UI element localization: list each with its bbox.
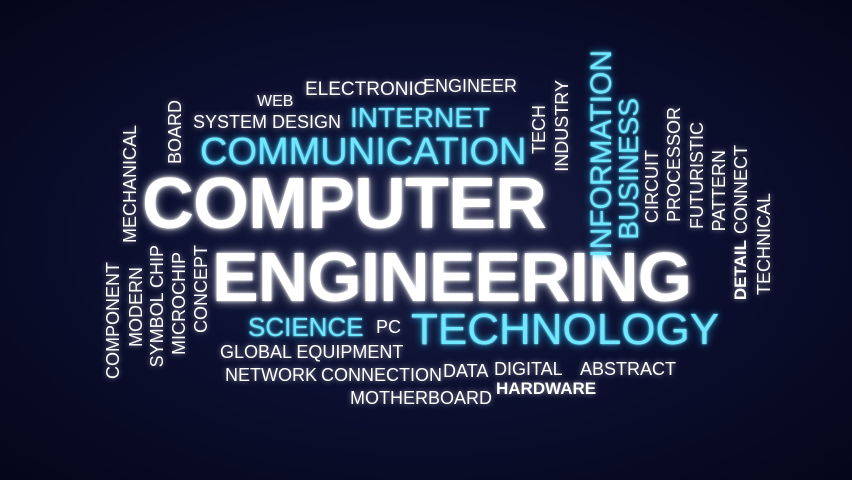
word-web: WEB xyxy=(257,93,294,110)
word-component: COMPONENT xyxy=(103,262,123,379)
word-tech: TECH xyxy=(529,105,549,154)
word-circuit: CIRCUIT xyxy=(642,150,662,223)
word-processor: PROCESSOR xyxy=(664,107,684,223)
word-technical: TECHNICAL xyxy=(754,193,774,296)
word-pattern: PATTERN xyxy=(709,150,729,232)
word-technology: TECHNOLOGY xyxy=(411,305,720,354)
word-engineering: ENGINEERING xyxy=(212,238,692,316)
word-digital: DIGITAL xyxy=(494,359,563,379)
word-board: BOARD xyxy=(165,100,185,165)
word-concept: CONCEPT xyxy=(191,245,211,334)
word-abstract: ABSTRACT xyxy=(580,359,677,379)
word-microchip: MICROCHIP xyxy=(169,252,189,355)
word-connect: CONNECT xyxy=(731,145,751,234)
word-communication: COMMUNICATION xyxy=(200,131,527,173)
word-electronic: ELECTRONIC xyxy=(305,79,428,100)
word-global-equipment: GLOBAL EQUIPMENT xyxy=(220,342,404,362)
word-motherboard: MOTHERBOARD xyxy=(350,388,493,408)
word-detail: DETAIL xyxy=(731,240,750,301)
word-business: BUSINESS xyxy=(613,98,644,240)
word-engineer: ENGINEER xyxy=(423,76,518,96)
word-connection: CONNECTION xyxy=(321,365,442,385)
word-industry: INDUSTRY xyxy=(552,80,572,172)
word-pc: PC xyxy=(376,317,402,337)
word-network: NETWORK xyxy=(225,365,317,385)
word-computer: COMPUTER xyxy=(142,164,547,244)
word-science: SCIENCE xyxy=(248,312,364,342)
word-internet: INTERNET xyxy=(350,102,490,133)
word-modern: MODERN xyxy=(126,267,146,347)
word-symbol-chip: SYMBOL CHIP xyxy=(147,245,167,368)
word-data: DATA xyxy=(443,361,489,381)
word-hardware: HARDWARE xyxy=(496,379,597,398)
word-system-design: SYSTEM DESIGN xyxy=(193,112,342,132)
word-futuristic: FUTURISTIC xyxy=(687,122,707,229)
word-mechanical: MECHANICAL xyxy=(120,125,140,244)
